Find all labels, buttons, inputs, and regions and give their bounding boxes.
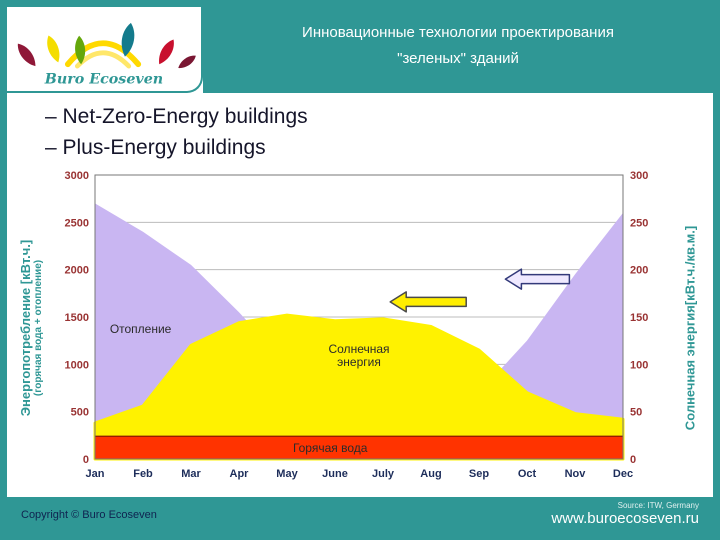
left-tick-label: 1000 xyxy=(65,359,89,371)
logo-text: Buro Ecoseven xyxy=(44,71,163,87)
left-axis-title: Энергопотребление [кВт.ч.] (горячая вода… xyxy=(7,178,55,478)
footer: Copyright © Buro Ecoseven Source: ITW, G… xyxy=(7,497,713,533)
month-label: Sep xyxy=(469,468,489,480)
left-axis-label: Энергопотребление [кВт.ч.] xyxy=(18,239,33,417)
copyright-text: Copyright © Buro Ecoseven xyxy=(21,509,157,521)
source-text: Source: ITW, Germany xyxy=(617,501,699,511)
title-line1: Инновационные технологии проектирования xyxy=(302,24,614,41)
right-tick-label: 250 xyxy=(630,217,648,229)
month-label: Dec xyxy=(613,468,633,480)
bullet-net-zero-energy: – Net-Zero-Energy buildings xyxy=(45,105,308,128)
month-label: Feb xyxy=(133,468,153,480)
content: – Net-Zero-Energy buildings – Plus-Energ… xyxy=(7,93,713,497)
plot-border xyxy=(94,174,624,460)
area-series-2 xyxy=(95,436,623,459)
month-label: Mar xyxy=(181,468,201,480)
right-axis-title: Солнечная энергия[кВт.ч./кв.м.] xyxy=(667,178,713,478)
month-label: Aug xyxy=(420,468,441,480)
month-label: Nov xyxy=(565,468,587,480)
left-tick-label: 3000 xyxy=(65,170,89,182)
compare-arrow-yellow-icon xyxy=(389,291,467,313)
right-axis-label: Солнечная энергия[кВт.ч./кв.м.] xyxy=(682,225,698,431)
left-tick-label: 0 xyxy=(83,454,89,466)
energy-chart: Энергопотребление [кВт.ч.] (горячая вода… xyxy=(7,163,713,493)
left-tick-label: 2500 xyxy=(65,217,89,229)
bullet-list: – Net-Zero-Energy buildings – Plus-Energ… xyxy=(7,93,713,163)
month-label: Oct xyxy=(518,468,537,480)
month-label: May xyxy=(276,468,298,480)
right-tick-label: 100 xyxy=(630,359,648,371)
left-tick-label: 1500 xyxy=(65,312,89,324)
compare-arrow-outline-icon xyxy=(504,268,571,290)
slide-title: Инновационные технологии проектирования … xyxy=(203,7,713,93)
header: Buro Ecoseven Инновационные технологии п… xyxy=(7,7,713,93)
chart-annotation-0: Отопление xyxy=(110,322,172,336)
left-tick-label: 2000 xyxy=(65,265,89,277)
chart-annotation-1: Солнечная энергия xyxy=(328,342,389,369)
logo-graphic: Buro Ecoseven xyxy=(13,21,198,87)
left-axis-sublabel: (горячая вода + отопление) xyxy=(33,259,44,397)
logo: Buro Ecoseven xyxy=(7,7,203,93)
leaves-icon xyxy=(13,21,198,72)
right-tick-label: 300 xyxy=(630,170,648,182)
left-tick-label: 500 xyxy=(71,407,89,419)
month-label: Jan xyxy=(86,468,105,480)
month-label: June xyxy=(322,468,348,480)
footer-right: Source: ITW, Germany www.buroecoseven.ru xyxy=(551,502,699,527)
month-label: July xyxy=(372,468,395,480)
month-label: Apr xyxy=(230,468,250,480)
right-tick-label: 50 xyxy=(630,407,642,419)
energy-chart-svg: 0 0 500 50 1000 100 1500 150 2000 200 2500 250 3000 3… xyxy=(65,170,649,480)
bullet-plus-energy: – Plus-Energy buildings xyxy=(45,136,266,159)
right-tick-label: 0 xyxy=(630,454,636,466)
right-tick-label: 150 xyxy=(630,312,648,324)
title-line2: "зеленых" зданий xyxy=(397,50,519,67)
chart-annotation-2: Горячая вода xyxy=(293,441,368,455)
right-tick-label: 200 xyxy=(630,265,648,277)
website-link[interactable]: www.buroecoseven.ru xyxy=(551,510,699,528)
